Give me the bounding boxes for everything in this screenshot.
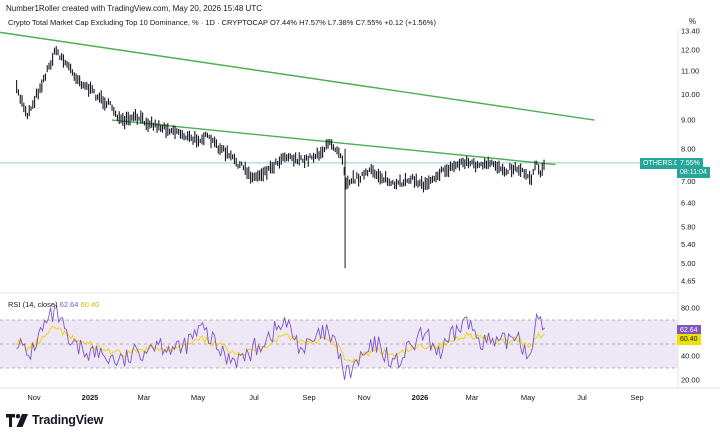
time-tick-label: May [521, 393, 535, 402]
price-badge: 7.55% [677, 158, 703, 169]
rsi-legend: RSI (14, close) 62.64 60.40 [8, 300, 99, 309]
time-tick-label: 2026 [412, 393, 429, 402]
rsi-ma-value: 60.40 [80, 300, 100, 309]
tradingview-brand: TradingView [32, 413, 104, 427]
price-tick-label: 6.40 [681, 199, 696, 208]
price-tick-label: 4.65 [681, 277, 696, 286]
chart-credit: Number1Roller created with TradingView.c… [6, 4, 262, 13]
symbol-legend: Crypto Total Market Cap Excluding Top 10… [8, 18, 436, 27]
rsi-ma-badge: 60.40 [677, 334, 701, 345]
time-tick-label: May [191, 393, 205, 402]
time-tick-label: Jul [249, 393, 259, 402]
symbol-title: Crypto Total Market Cap Excluding Top 10… [8, 18, 268, 27]
price-tick-label: 9.00 [681, 116, 696, 125]
unit-label: % [688, 17, 696, 26]
rsi-value: 62.64 [59, 300, 79, 309]
time-tick-label: Mar [466, 393, 479, 402]
time-tick-label: 2025 [82, 393, 99, 402]
time-tick-label: Mar [138, 393, 151, 402]
price-tick-label: 12.00 [681, 46, 700, 55]
price-tick-label: 13.40 [681, 27, 700, 36]
close-value: C7.55% [355, 18, 383, 27]
symbol-badge: OTHERS.D [640, 158, 683, 169]
rsi-ma-line [16, 326, 545, 363]
low-value: L7.38% [327, 18, 354, 27]
rsi-tick-label: 80.00 [681, 304, 700, 313]
price-tick-label: 11.00 [681, 67, 699, 76]
rsi-tick-label: 40.00 [681, 352, 700, 361]
time-tick-label: Jul [577, 393, 587, 402]
time-tick-label: Nov [357, 393, 371, 402]
countdown-badge: 08:11:04 [677, 167, 710, 178]
rsi-badge: 62.64 [677, 325, 701, 336]
time-tick-label: Sep [630, 393, 643, 402]
trendline [0, 31, 595, 121]
price-tick-label: 8.00 [681, 144, 696, 153]
price-tick-label: 5.00 [681, 259, 696, 268]
price-tick-label: 5.40 [681, 240, 696, 249]
change-value: +0.12 (+1.56%) [384, 18, 436, 27]
tradingview-logo-icon [6, 413, 28, 427]
high-value: H7.57% [299, 18, 326, 27]
price-tick-label: 5.80 [681, 223, 696, 232]
time-tick-label: Sep [302, 393, 315, 402]
open-value: O7.44% [269, 18, 298, 27]
price-tick-label: 7.00 [681, 177, 696, 186]
time-tick-label: Nov [27, 393, 41, 402]
price-tick-label: 10.00 [681, 90, 700, 99]
rsi-tick-label: 20.00 [681, 376, 700, 385]
tradingview-footer[interactable]: TradingView [6, 413, 103, 427]
rsi-line [16, 305, 545, 380]
candles [16, 46, 545, 193]
rsi-label: RSI (14, close) [8, 300, 58, 309]
trendline [111, 119, 556, 166]
